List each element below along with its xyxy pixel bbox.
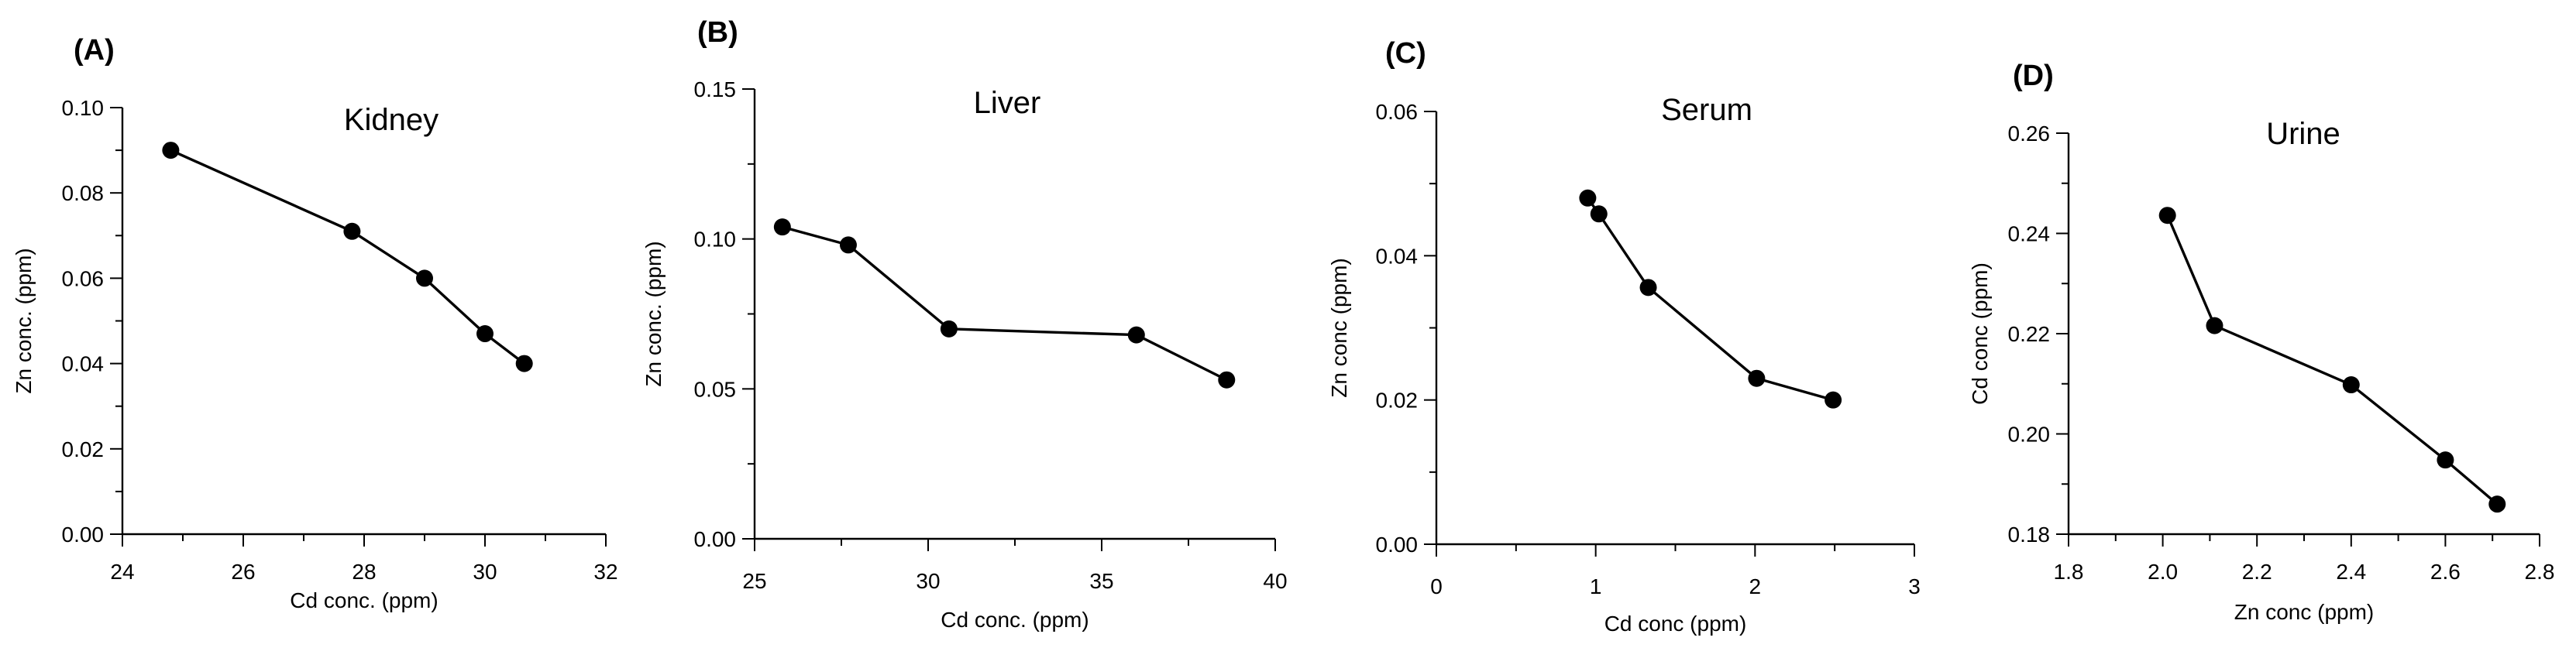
chart-1-y-tick-label: 0.10 xyxy=(62,96,105,120)
chart-2-x-tick-label: 35 xyxy=(1089,569,1113,593)
chart-1-x-tick-label: 24 xyxy=(110,560,134,584)
chart-2-data-point xyxy=(773,218,791,236)
chart-2-title: Liver xyxy=(974,86,1041,120)
chart-3-x-tick-label: 0 xyxy=(1430,574,1443,598)
chart-4-panel-label: (D) xyxy=(2013,60,2054,92)
chart-4-x-tick-label: 2.6 xyxy=(2430,560,2461,584)
chart-2: (B) Liver 0.00 0.05 0.10 0.15 25 30 35 40 Zn conc.… xyxy=(641,16,1288,632)
chart-3-data-point xyxy=(1639,279,1657,297)
chart-2-y-tick-label: 0.10 xyxy=(694,228,737,252)
chart-1-data-point xyxy=(515,355,533,372)
chart-3-data-point xyxy=(1579,189,1597,207)
chart-3-y-axis-label: Zn conc (ppm) xyxy=(1327,258,1351,398)
chart-2-data-point xyxy=(839,236,857,254)
chart-4-data-point xyxy=(2158,207,2176,225)
chart-1-x-tick-label: 32 xyxy=(593,560,617,584)
chart-2-x-tick-label: 25 xyxy=(742,569,766,593)
chart-1-y-tick-label: 0.02 xyxy=(62,437,105,461)
chart-4: (D) Urine 0.18 0.20 0.22 0.24 0.26 1.8 2.0 2.2 2.4… xyxy=(1968,60,2554,624)
chart-3-x-tick-label: 1 xyxy=(1590,574,1602,598)
charts-container: (A) Kidney 0.00 0.02 0.04 0.06 0.08 0.10 24 26 28 3… xyxy=(12,16,2554,636)
chart-1-panel-label: (A) xyxy=(74,34,115,67)
chart-1-data-point xyxy=(416,269,433,287)
chart-1-x-tick-label: 26 xyxy=(231,560,255,584)
chart-4-data-point xyxy=(2342,376,2360,394)
chart-1-y-tick-label: 0.06 xyxy=(62,266,105,290)
chart-1: (A) Kidney 0.00 0.02 0.04 0.06 0.08 0.10 24 26 28 3… xyxy=(12,34,618,612)
chart-1-title: Kidney xyxy=(344,103,439,137)
chart-3-y-tick-label: 0.00 xyxy=(1376,533,1419,557)
chart-4-x-tick-label: 2.2 xyxy=(2242,560,2272,584)
chart-2-x-tick-label: 30 xyxy=(916,569,940,593)
chart-3: (C) Serum 0.00 0.02 0.04 0.06 0 1 2 3 Zn conc (ppm… xyxy=(1327,37,1921,636)
chart-4-x-tick-label: 2.8 xyxy=(2525,560,2555,584)
chart-4-y-tick-label: 0.20 xyxy=(2008,423,2051,447)
chart-1-data-point xyxy=(476,325,494,343)
chart-2-x-tick-label: 40 xyxy=(1263,569,1287,593)
chart-3-y-tick-label: 0.06 xyxy=(1376,100,1419,124)
chart-4-y-tick-label: 0.26 xyxy=(2008,122,2051,146)
chart-2-x-axis-label: Cd conc. (ppm) xyxy=(941,608,1089,632)
chart-2-data-point xyxy=(1218,371,1236,389)
chart-1-y-tick-label: 0.00 xyxy=(62,523,105,547)
chart-2-data-point xyxy=(940,320,958,338)
chart-1-x-axis-label: Cd conc. (ppm) xyxy=(290,588,438,612)
chart-3-x-axis-label: Cd conc (ppm) xyxy=(1604,612,1747,636)
chart-4-data-point xyxy=(2206,317,2223,334)
chart-4-x-tick-label: 2.4 xyxy=(2336,560,2366,584)
chart-2-y-tick-label: 0.05 xyxy=(694,377,737,401)
chart-3-y-tick-label: 0.02 xyxy=(1376,389,1419,413)
chart-4-x-tick-label: 1.8 xyxy=(2054,560,2084,584)
chart-3-data-point xyxy=(1590,205,1608,223)
chart-3-data-point xyxy=(1825,391,1842,409)
chart-4-data-point xyxy=(2437,451,2454,469)
chart-3-x-tick-label: 2 xyxy=(1749,574,1762,598)
chart-3-title: Serum xyxy=(1661,93,1752,127)
chart-1-x-tick-label: 30 xyxy=(473,560,497,584)
chart-2-y-axis-label: Zn conc. (ppm) xyxy=(641,241,665,386)
chart-3-data-point xyxy=(1748,369,1766,387)
chart-1-data-point xyxy=(162,142,180,159)
chart-2-y-tick-label: 0.15 xyxy=(694,77,737,101)
chart-4-y-tick-label: 0.22 xyxy=(2008,322,2051,346)
chart-3-y-tick-label: 0.04 xyxy=(1376,244,1419,268)
chart-3-x-tick-label: 3 xyxy=(1908,574,1921,598)
chart-4-title: Urine xyxy=(2266,117,2340,151)
chart-1-x-tick-label: 28 xyxy=(352,560,376,584)
chart-1-y-tick-label: 0.04 xyxy=(62,352,105,376)
chart-2-y-tick-label: 0.00 xyxy=(694,527,737,551)
chart-4-data-point xyxy=(2488,495,2506,513)
chart-2-panel-label: (B) xyxy=(697,16,738,49)
chart-1-data-point xyxy=(343,222,361,240)
chart-4-y-axis-label: Cd conc (ppm) xyxy=(1968,262,1992,405)
chart-1-y-axis-label: Zn conc. (ppm) xyxy=(12,248,36,393)
chart-3-panel-label: (C) xyxy=(1385,37,1426,70)
chart-4-y-tick-label: 0.24 xyxy=(2008,222,2051,246)
chart-4-x-axis-label: Zn conc (ppm) xyxy=(2234,600,2375,624)
chart-1-y-tick-label: 0.08 xyxy=(62,181,105,205)
chart-4-x-tick-label: 2.0 xyxy=(2148,560,2178,584)
chart-4-y-tick-label: 0.18 xyxy=(2008,523,2051,547)
chart-2-data-point xyxy=(1127,326,1145,344)
